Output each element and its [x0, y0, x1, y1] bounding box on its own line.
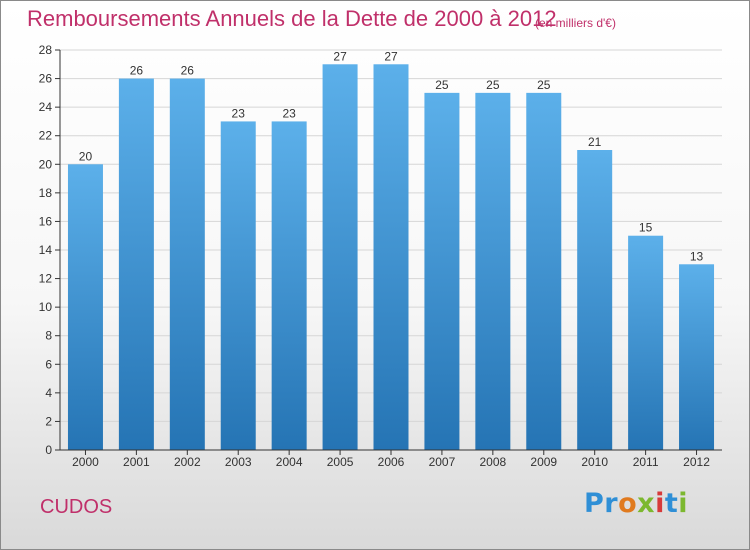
y-tick-label: 18: [39, 186, 53, 200]
data-label: 23: [232, 106, 246, 120]
bar-2001: [118, 78, 154, 451]
data-label: 25: [486, 78, 500, 92]
x-tick-label: 2004: [276, 455, 303, 469]
x-tick-label: 2009: [530, 455, 557, 469]
bar-2010: [577, 150, 613, 450]
y-tick-label: 12: [39, 272, 53, 286]
x-tick-label: 2010: [581, 455, 608, 469]
data-label: 27: [333, 49, 347, 63]
x-tick-label: 2012: [683, 455, 710, 469]
data-label: 21: [588, 135, 602, 149]
bar-2000: [67, 164, 103, 451]
bar-2007: [424, 92, 460, 450]
y-tick-label: 28: [39, 43, 53, 57]
x-tick-label: 2001: [123, 455, 150, 469]
bars: [67, 64, 715, 451]
data-label: 15: [639, 221, 653, 235]
y-tick-label: 26: [39, 72, 53, 86]
x-tick-label: 2002: [174, 455, 201, 469]
y-tick-label: 24: [39, 100, 53, 114]
proxiti-logo[interactable]: Proxiti: [584, 488, 689, 519]
y-tick-label: 8: [45, 329, 52, 343]
y-tick-label: 4: [45, 386, 52, 400]
y-tick-label: 6: [45, 357, 52, 371]
x-tick-label: 2008: [479, 455, 506, 469]
chart-title: Remboursements Annuels de la Dette de 20…: [27, 6, 557, 31]
y-tick-label: 2: [45, 414, 52, 428]
data-label: 13: [690, 249, 704, 263]
y-tick-label: 16: [39, 214, 53, 228]
bar-2009: [526, 92, 562, 450]
data-labels: 20 26 26 23 23 27 27 25 25 25 21 15 13: [79, 49, 704, 263]
bar-2003: [220, 121, 256, 450]
y-tick-label: 22: [39, 129, 53, 143]
bar-2004: [271, 121, 307, 450]
x-tick-label: 2007: [429, 455, 456, 469]
data-label: 25: [435, 78, 449, 92]
x-tick-label: 2003: [225, 455, 252, 469]
x-tick-label: 2006: [378, 455, 405, 469]
bar-2011: [628, 235, 664, 450]
x-tick-label: 2000: [72, 455, 99, 469]
bar-2008: [475, 92, 511, 450]
data-label: 20: [79, 149, 93, 163]
bar-2006: [373, 64, 409, 451]
y-tick-label: 0: [45, 443, 52, 457]
x-tick-label: 2011: [633, 455, 659, 469]
y-tick-label: 20: [39, 157, 53, 171]
bar-2012: [679, 264, 715, 450]
data-label: 23: [282, 106, 296, 120]
bar-2005: [322, 64, 358, 451]
data-label: 26: [181, 64, 195, 78]
data-label: 27: [384, 49, 398, 63]
data-label: 25: [537, 78, 551, 92]
chart-subtitle: (en milliers d'€): [535, 16, 616, 30]
y-tick-label: 14: [39, 243, 53, 257]
y-tick-label: 10: [39, 300, 53, 314]
bar-2002: [169, 78, 205, 451]
town-name: CUDOS: [40, 496, 113, 518]
x-tick-label: 2005: [327, 455, 354, 469]
data-label: 26: [130, 64, 144, 78]
